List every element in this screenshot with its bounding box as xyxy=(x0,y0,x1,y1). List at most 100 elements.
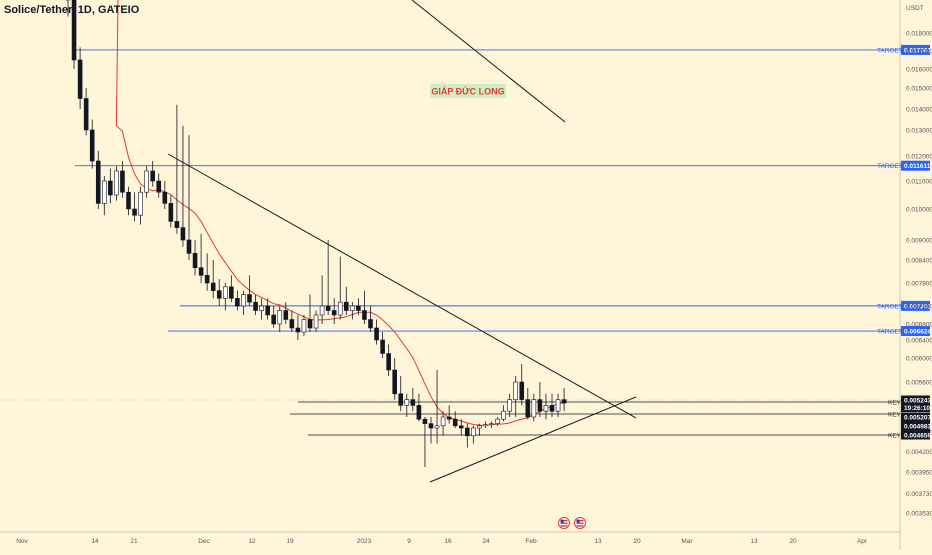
candle-body xyxy=(156,180,162,193)
currency-label: USDT xyxy=(906,5,924,12)
candle-body xyxy=(507,399,512,412)
candle-body xyxy=(489,423,494,426)
candle-body xyxy=(186,239,192,254)
x-tick-label: 13 xyxy=(594,538,602,545)
y-tick-label: 0.014000 xyxy=(906,107,932,114)
x-tick-label: 21 xyxy=(130,538,138,545)
candle-body xyxy=(350,305,355,311)
x-tick-label: Nov xyxy=(16,538,28,545)
price-badge-text: 0.005243 xyxy=(904,397,931,404)
candle-body xyxy=(150,170,155,182)
candle-body xyxy=(126,191,131,210)
y-tick-label: 0.007200 xyxy=(906,304,932,311)
candle-body xyxy=(283,310,289,320)
y-tick-label: 0.006400 xyxy=(906,338,932,345)
candle-body xyxy=(440,416,446,427)
candle-body xyxy=(102,180,107,204)
y-tick-label: 0.012000 xyxy=(906,154,932,161)
y-tick-label: 0.013000 xyxy=(906,128,932,135)
candle-body xyxy=(114,170,119,196)
trend-lines xyxy=(167,0,637,483)
candle-body xyxy=(289,319,295,329)
candle-body xyxy=(362,310,367,320)
candle-body xyxy=(295,327,301,333)
x-tick-label: Apr xyxy=(857,538,868,545)
candle-body xyxy=(537,399,543,412)
candle-body xyxy=(386,353,391,371)
candle-body xyxy=(198,267,204,276)
y-tick-label: 0.004200 xyxy=(906,449,932,456)
candle-body xyxy=(434,425,440,429)
x-tick-label: 12 xyxy=(248,538,256,545)
candle-body xyxy=(210,282,216,291)
price-badge-text: 0.005207 xyxy=(904,414,931,421)
us-flag-icon[interactable] xyxy=(574,517,586,529)
x-tick-label: Dec xyxy=(198,538,210,545)
symbol-label[interactable]: Solice/Tether, 1D, GATEIO xyxy=(4,4,140,16)
candles xyxy=(65,0,567,467)
candle-body xyxy=(235,298,240,307)
candle-body xyxy=(229,286,234,299)
candle-body xyxy=(216,290,222,299)
candle-body xyxy=(495,418,500,424)
candle-body xyxy=(241,294,246,307)
candle-body xyxy=(301,319,307,333)
us-flag-icon[interactable] xyxy=(558,517,570,529)
candle-body xyxy=(168,203,174,222)
trend-line xyxy=(429,396,637,483)
x-tick-label: 2023 xyxy=(357,538,372,545)
candle-body xyxy=(223,286,228,299)
candle-body xyxy=(531,399,537,418)
candle-body xyxy=(477,425,482,429)
target-label: TARGET xyxy=(877,47,903,54)
candle-body xyxy=(464,427,470,437)
candle-body xyxy=(422,418,428,424)
y-tick-label: 0.018000 xyxy=(906,31,932,38)
candle-body xyxy=(95,160,101,204)
candle-body xyxy=(313,314,319,329)
x-tick-label: Mar xyxy=(681,538,693,545)
candle-body xyxy=(180,227,186,241)
candle-body xyxy=(132,208,137,216)
candle-body xyxy=(501,410,506,420)
y-tick-label: 0.017000 xyxy=(906,49,932,56)
y-tick-label: 0.016000 xyxy=(906,67,932,74)
time-axis[interactable]: Nov 14 21 Dec 12 19 2023 9 16 24 Feb 13 20 Mar 13 20 Apr xyxy=(16,538,868,545)
candle-body xyxy=(368,319,373,329)
candle-body xyxy=(89,129,95,162)
x-tick-label: 20 xyxy=(789,538,797,545)
candle-body xyxy=(253,301,258,311)
candle-body xyxy=(392,369,398,395)
target-label: TARGET xyxy=(877,329,903,336)
x-tick-label: Feb xyxy=(525,538,537,545)
y-tick-label: 0.006000 xyxy=(906,356,932,363)
candle-body xyxy=(525,399,531,418)
target-label: TARGET xyxy=(877,163,903,170)
annotation-text: GIÁP ĐỨC LONG xyxy=(431,86,504,97)
candle-body xyxy=(356,305,361,311)
price-badge xyxy=(901,421,930,431)
moving-average-line xyxy=(115,0,565,426)
candle-body xyxy=(343,301,349,311)
candle-body xyxy=(77,59,83,99)
y-tick-label: 0.010000 xyxy=(906,207,932,214)
key-label: KEY xyxy=(888,400,902,407)
candle-body xyxy=(325,305,331,311)
candle-body xyxy=(337,301,343,316)
price-badge-text: 19:26:10 xyxy=(904,405,930,412)
candle-body xyxy=(174,221,180,228)
x-tick-label: 9 xyxy=(407,538,411,545)
annotation-highlight xyxy=(430,84,506,98)
y-tick-label: 0.009000 xyxy=(906,238,932,245)
candle-body xyxy=(71,0,77,61)
candle-body xyxy=(543,405,549,412)
candle-body xyxy=(204,275,210,284)
candle-body xyxy=(458,425,464,429)
candle-body xyxy=(561,399,567,404)
candle-body xyxy=(144,170,149,193)
price-axis[interactable]: 0.018000 0.017000 0.016000 0.015000 0.014000… xyxy=(906,31,932,518)
candle-body xyxy=(555,399,561,412)
